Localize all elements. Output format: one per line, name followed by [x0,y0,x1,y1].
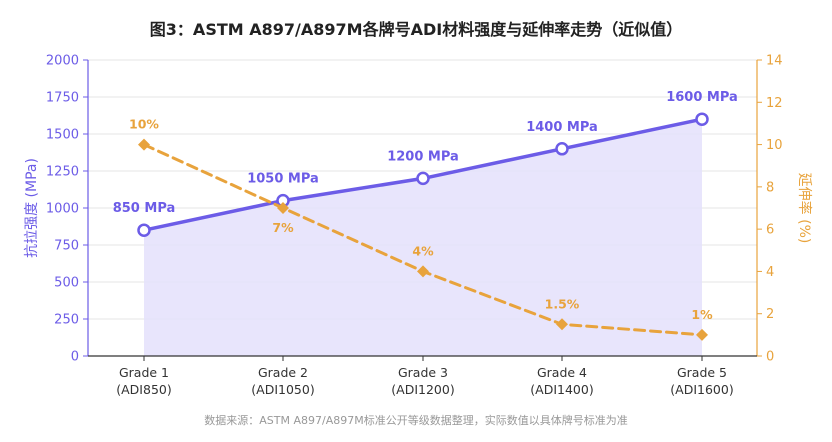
strength-data-label: 1400 MPa [526,120,598,135]
right-axis-ticks: 0 2 4 6 8 10 12 14 [757,54,783,365]
left-tick-label: 1000 [46,202,79,217]
left-tick-label: 0 [71,350,79,365]
strength-point [555,142,569,156]
elongation-point [277,202,289,214]
x-tick-sublabel: (ADI1200) [391,382,454,397]
left-tick-label: 1750 [46,91,79,106]
strength-data-label: 1600 MPa [666,90,738,105]
series-elongation: 10% 7% 4% 1.5% 1% [129,117,713,341]
right-axis-label: 延伸率 (%) [796,173,813,244]
source-note: 数据来源：ASTM A897/A897M标准公开等级数据整理，实际数值以具体牌号… [204,413,627,427]
elongation-point [556,318,568,331]
strength-point [695,112,709,126]
x-tick-sublabel: (ADI1600) [670,382,733,397]
x-tick-sublabel: (ADI850) [116,382,171,397]
strength-data-label: 850 MPa [113,201,176,216]
x-tick-sublabel: (ADI1050) [251,382,314,397]
left-axis-label: 抗拉强度 (MPa) [24,158,40,258]
right-tick-label: 14 [766,54,783,69]
elongation-point [417,265,429,278]
strength-point [137,223,151,237]
left-tick-label: 750 [54,239,79,254]
right-tick-label: 10 [766,138,783,153]
elongation-point [138,138,150,151]
right-tick-label: 0 [766,350,774,365]
right-tick-label: 2 [766,307,774,322]
left-axis-ticks: 0 250 500 750 1000 1250 1500 1750 2000 [46,54,88,365]
left-tick-label: 250 [54,313,79,328]
x-axis-ticks: Grade 1 (ADI850) Grade 2 (ADI1050) Grade 3 (A… [116,356,734,397]
elongation-data-label: 7% [272,220,294,235]
elongation-data-label: 1% [691,307,713,322]
x-tick-sublabel: (ADI1400) [530,382,593,397]
elongation-data-label: 1.5% [545,296,580,311]
strength-area [144,119,702,356]
left-tick-label: 1500 [46,128,79,143]
right-tick-label: 8 [766,180,774,195]
chart-title: 图3：ASTM A897/A897M各牌号ADI材料强度与延伸率走势（近似值） [150,20,682,39]
left-tick-label: 1250 [46,165,79,180]
elongation-data-label: 4% [412,243,434,258]
right-tick-label: 6 [766,223,774,238]
x-tick-label: Grade 3 [398,365,448,380]
elongation-data-label: 10% [129,117,159,132]
strength-data-label: 1050 MPa [247,172,319,187]
right-tick-label: 12 [766,96,783,111]
x-tick-label: Grade 1 [119,365,169,380]
x-tick-label: Grade 5 [677,365,727,380]
x-tick-label: Grade 2 [258,365,308,380]
elongation-point [696,328,708,341]
strength-data-label: 1200 MPa [387,149,459,164]
series-strength: 850 MPa 1050 MPa 1200 MPa 1400 MPa 1600 MPa [113,90,738,237]
left-tick-label: 500 [54,276,79,291]
x-tick-label: Grade 4 [537,365,587,380]
left-tick-label: 2000 [46,54,79,69]
strength-point [416,171,430,186]
right-tick-label: 4 [766,265,774,280]
